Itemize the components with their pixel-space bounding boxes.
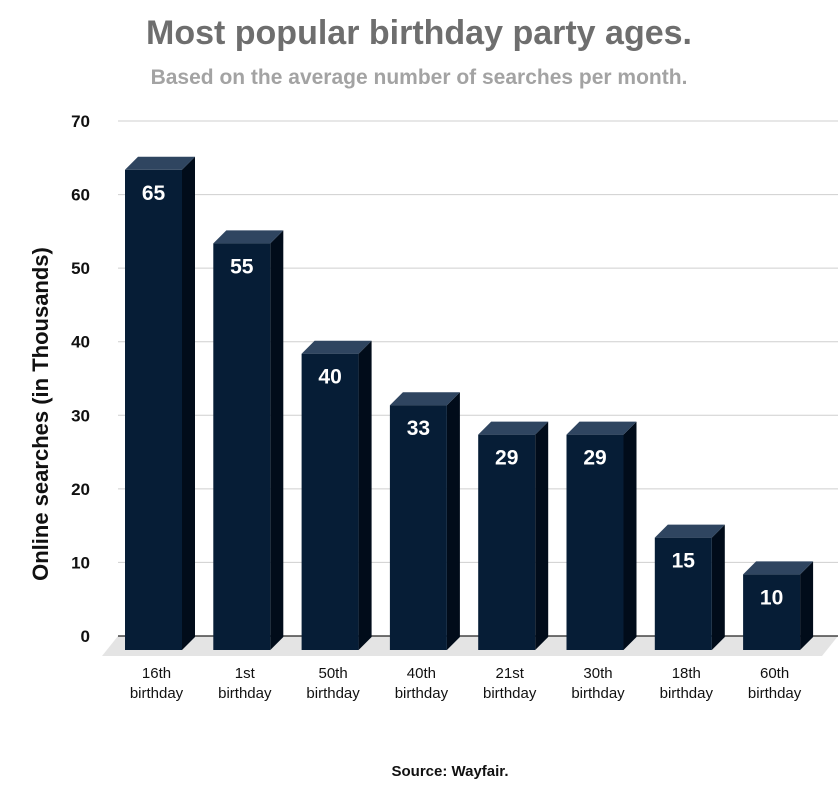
bar-top — [301, 340, 372, 354]
x-tick-label: 60th birthday — [748, 665, 802, 702]
x-tick-label: 18th birthday — [660, 665, 714, 702]
x-tick-label-line: birthday — [483, 685, 537, 702]
bar-top — [743, 561, 814, 575]
x-tick-label-line: 60th — [760, 665, 789, 682]
bar-top — [654, 524, 725, 538]
x-tick-label-line: birthday — [306, 685, 360, 702]
y-tick-labels: 0 10 20 30 40 50 60 70 — [71, 112, 90, 646]
bar-side — [800, 561, 814, 650]
source-note: Source: Wayfair. — [391, 763, 509, 780]
y-tick-label: 70 — [71, 112, 90, 131]
bar: 15 — [654, 524, 725, 650]
x-tick-label-line: birthday — [748, 685, 802, 702]
x-tick-label: 50th birthday — [306, 665, 360, 702]
chart-floor — [102, 635, 838, 656]
bar-side — [358, 340, 372, 650]
bar: 40 — [301, 340, 372, 650]
x-tick-label: 1st birthday — [218, 665, 272, 702]
x-tick-label-line: birthday — [130, 685, 184, 702]
floor-plane — [102, 636, 838, 656]
bar: 65 — [125, 156, 195, 651]
bar-value-label: 15 — [672, 550, 696, 573]
y-tick-label: 10 — [71, 553, 90, 572]
bar-value-label: 29 — [495, 447, 518, 470]
bar-value-label: 65 — [142, 182, 166, 205]
bar-front — [389, 405, 447, 650]
chart-title: Most popular birthday party ages. — [146, 14, 692, 52]
x-tick-label: 16th birthday — [130, 665, 184, 702]
bar-side — [535, 421, 549, 650]
bar-front — [125, 169, 182, 651]
bar-value-label: 33 — [407, 417, 430, 440]
x-tick-label-line: 16th — [142, 665, 171, 682]
x-tick-label: 30th birthday — [571, 665, 625, 702]
bar: 55 — [213, 230, 284, 650]
x-tick-labels: 16th birthday 1st birthday 50th birthday 40th b… — [130, 665, 802, 702]
bar-front — [654, 537, 712, 650]
bar-value-label: 55 — [230, 255, 254, 278]
x-tick-label-line: 30th — [583, 665, 612, 682]
x-tick-label-line: birthday — [395, 685, 449, 702]
bar-top — [213, 230, 284, 244]
x-tick-label-line: 18th — [672, 665, 701, 682]
bar: 33 — [389, 392, 460, 650]
bar-side — [182, 156, 195, 651]
bar-top — [389, 392, 460, 406]
bar-side — [711, 524, 725, 650]
bar-front — [566, 434, 624, 650]
x-tick-label: 40th birthday — [395, 665, 449, 702]
x-tick-label-line: 40th — [407, 665, 436, 682]
y-tick-label: 30 — [71, 406, 90, 425]
bar-value-label: 10 — [760, 586, 783, 609]
bar-side — [270, 230, 284, 650]
y-tick-label: 60 — [71, 186, 90, 205]
bars: 65 55 40 33 29 29 15 10 — [125, 156, 814, 651]
bar-front — [301, 353, 359, 650]
bar-side — [446, 392, 460, 650]
x-tick-label-line: 50th — [318, 665, 347, 682]
y-tick-label: 0 — [81, 627, 90, 646]
x-tick-label-line: birthday — [218, 685, 272, 702]
x-tick-label-line: birthday — [660, 685, 714, 702]
bar-top — [478, 421, 549, 435]
x-tick-label-line: 21st — [496, 665, 525, 682]
bar-front — [478, 434, 536, 650]
y-tick-label: 40 — [71, 333, 90, 352]
x-tick-label: 21st birthday — [483, 665, 537, 702]
bar: 29 — [478, 421, 549, 650]
bar-front — [743, 574, 801, 650]
bar-value-label: 29 — [583, 447, 606, 470]
bar: 29 — [566, 421, 637, 650]
bar: 10 — [743, 561, 814, 650]
bar-front — [213, 243, 271, 650]
y-tick-label: 50 — [71, 259, 90, 278]
y-tick-label: 20 — [71, 480, 90, 499]
bar-side — [623, 421, 637, 650]
x-tick-label-line: birthday — [571, 685, 625, 702]
chart-subtitle: Based on the average number of searches … — [150, 66, 688, 89]
bar-value-label: 40 — [318, 366, 341, 389]
bar-top — [125, 156, 195, 170]
x-tick-label-line: 1st — [235, 665, 256, 682]
bar-top — [566, 421, 637, 435]
